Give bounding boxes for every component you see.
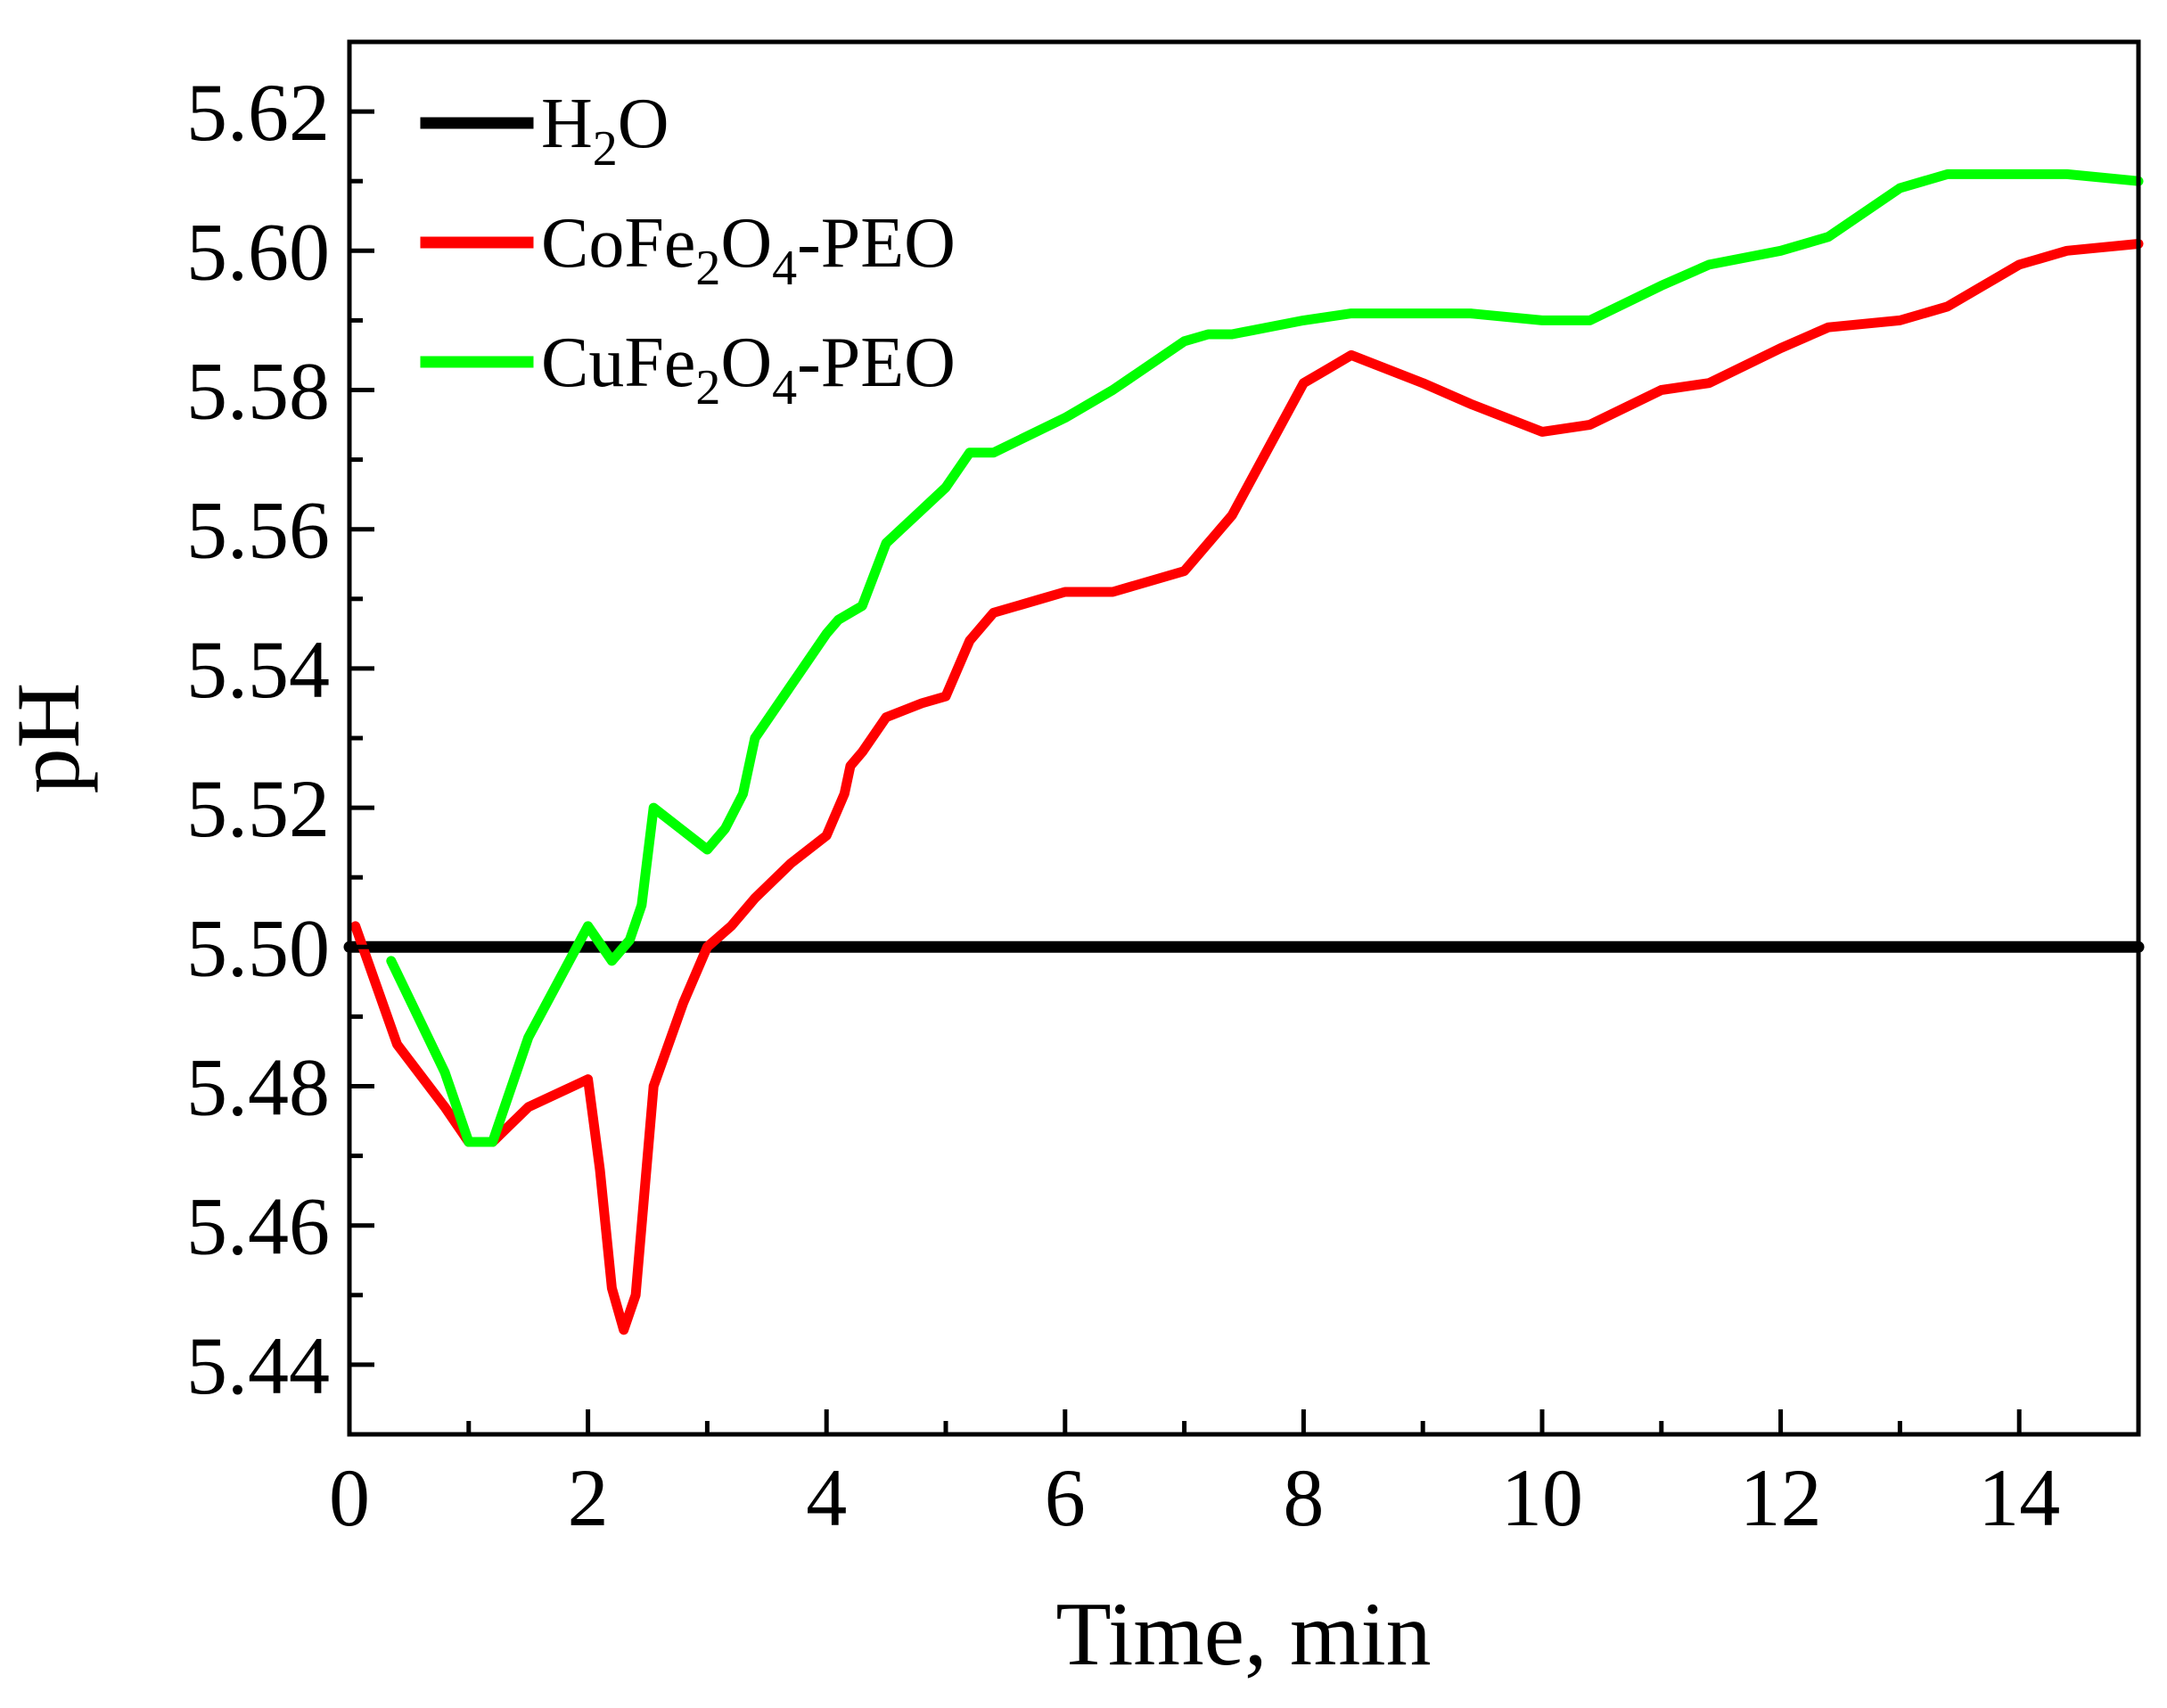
x-tick-label: 0: [329, 1452, 370, 1543]
x-tick-label: 6: [1045, 1452, 1086, 1543]
legend: H2O CoFe2O4-PEO CuFe2O4-PEO: [420, 85, 956, 415]
series-line-cofe2o4-peo: [350, 239, 2144, 1335]
legend-label-cofe2o4-peo: CoFe2O4-PEO: [541, 204, 956, 296]
x-tick-label: 12: [1740, 1452, 1822, 1543]
y-tick-label: 5.56: [186, 485, 330, 576]
x-tick-label: 10: [1501, 1452, 1583, 1543]
x-axis-title: Time, min: [1055, 1584, 1431, 1685]
y-tick-label: 5.44: [186, 1320, 330, 1411]
x-tick-label: 14: [1978, 1452, 2060, 1543]
y-tick-label: 5.52: [186, 763, 330, 854]
x-tick-label: 2: [568, 1452, 609, 1543]
y-tick-label: 5.58: [186, 346, 330, 437]
tick-layer: 0 2 4 6 8 10 12 14 5.44 5.46 5.48 5.50 5.52 5.54 5.56 5…: [186, 39, 2141, 1543]
legend-label-h2o: H2O: [541, 85, 669, 177]
series-line-cufe2o4-peo: [386, 168, 2144, 1147]
y-tick-label: 5.48: [186, 1042, 330, 1133]
legend-label-cufe2o4-peo: CuFe2O4-PEO: [541, 324, 956, 415]
y-tick-label: 5.46: [186, 1181, 330, 1272]
y-tick-label: 5.50: [186, 902, 330, 993]
y-tick-label: 5.54: [186, 624, 330, 715]
y-tick-label: 5.60: [186, 206, 330, 297]
x-tick-label: 4: [806, 1452, 847, 1543]
y-axis-title: pH: [0, 683, 99, 794]
series-layer: [343, 168, 2145, 1335]
y-tick-label: 5.62: [186, 67, 330, 158]
x-tick-label: 8: [1283, 1452, 1324, 1543]
